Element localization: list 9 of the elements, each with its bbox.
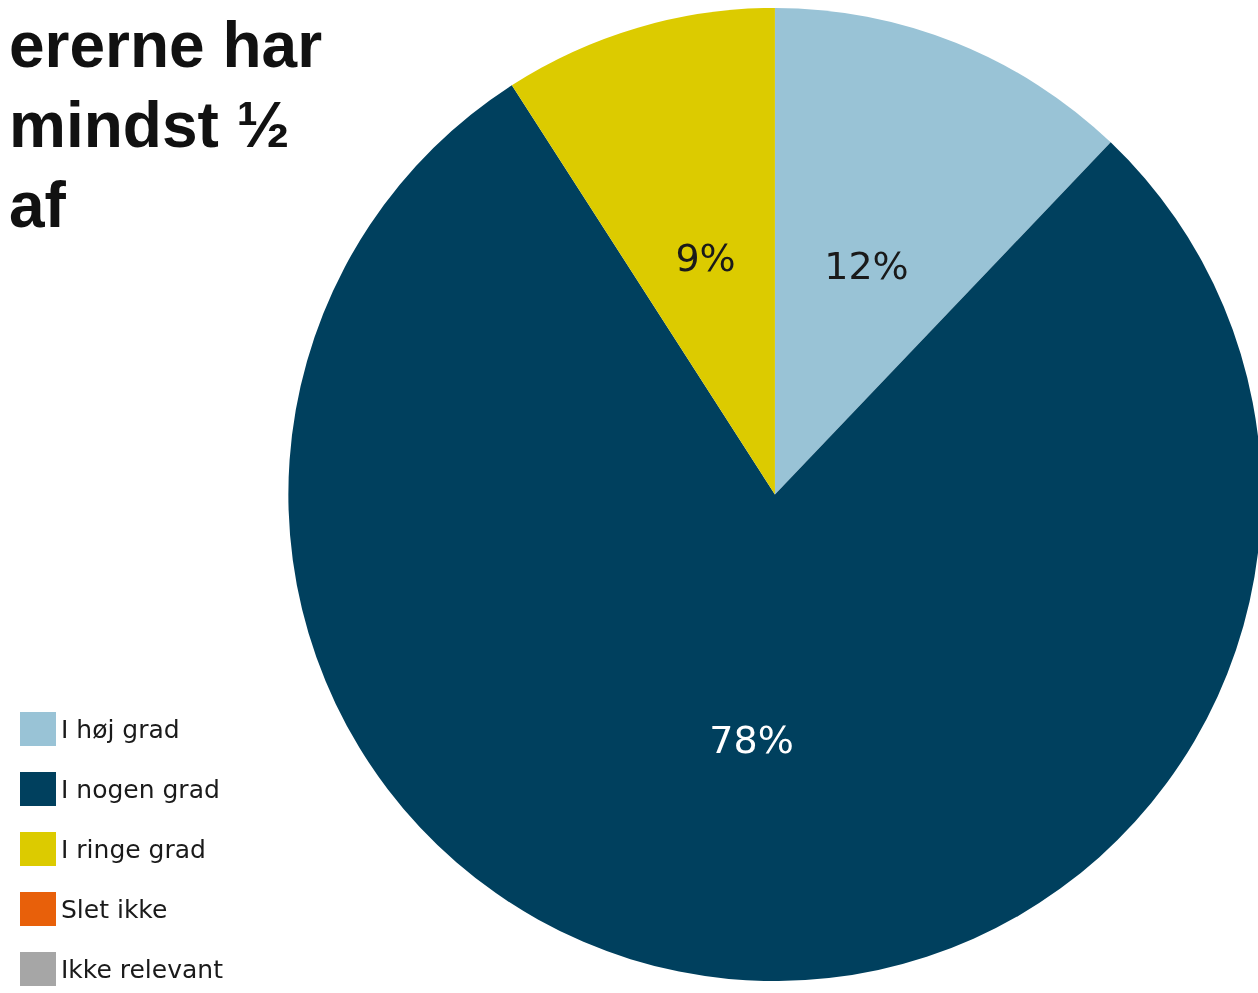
legend-label: Slet ikke xyxy=(61,894,168,924)
text: ererne har mindst ½ af xyxy=(9,9,340,241)
data-label: 9% xyxy=(675,236,736,281)
data-label: 12% xyxy=(824,243,909,288)
legend-label: I høj grad xyxy=(61,714,180,744)
legend-label: I ringe grad xyxy=(61,834,206,864)
legend-label: Ikke relevant xyxy=(61,954,224,984)
legend-label: I nogen grad xyxy=(61,774,220,804)
data-label: 78% xyxy=(709,717,794,762)
